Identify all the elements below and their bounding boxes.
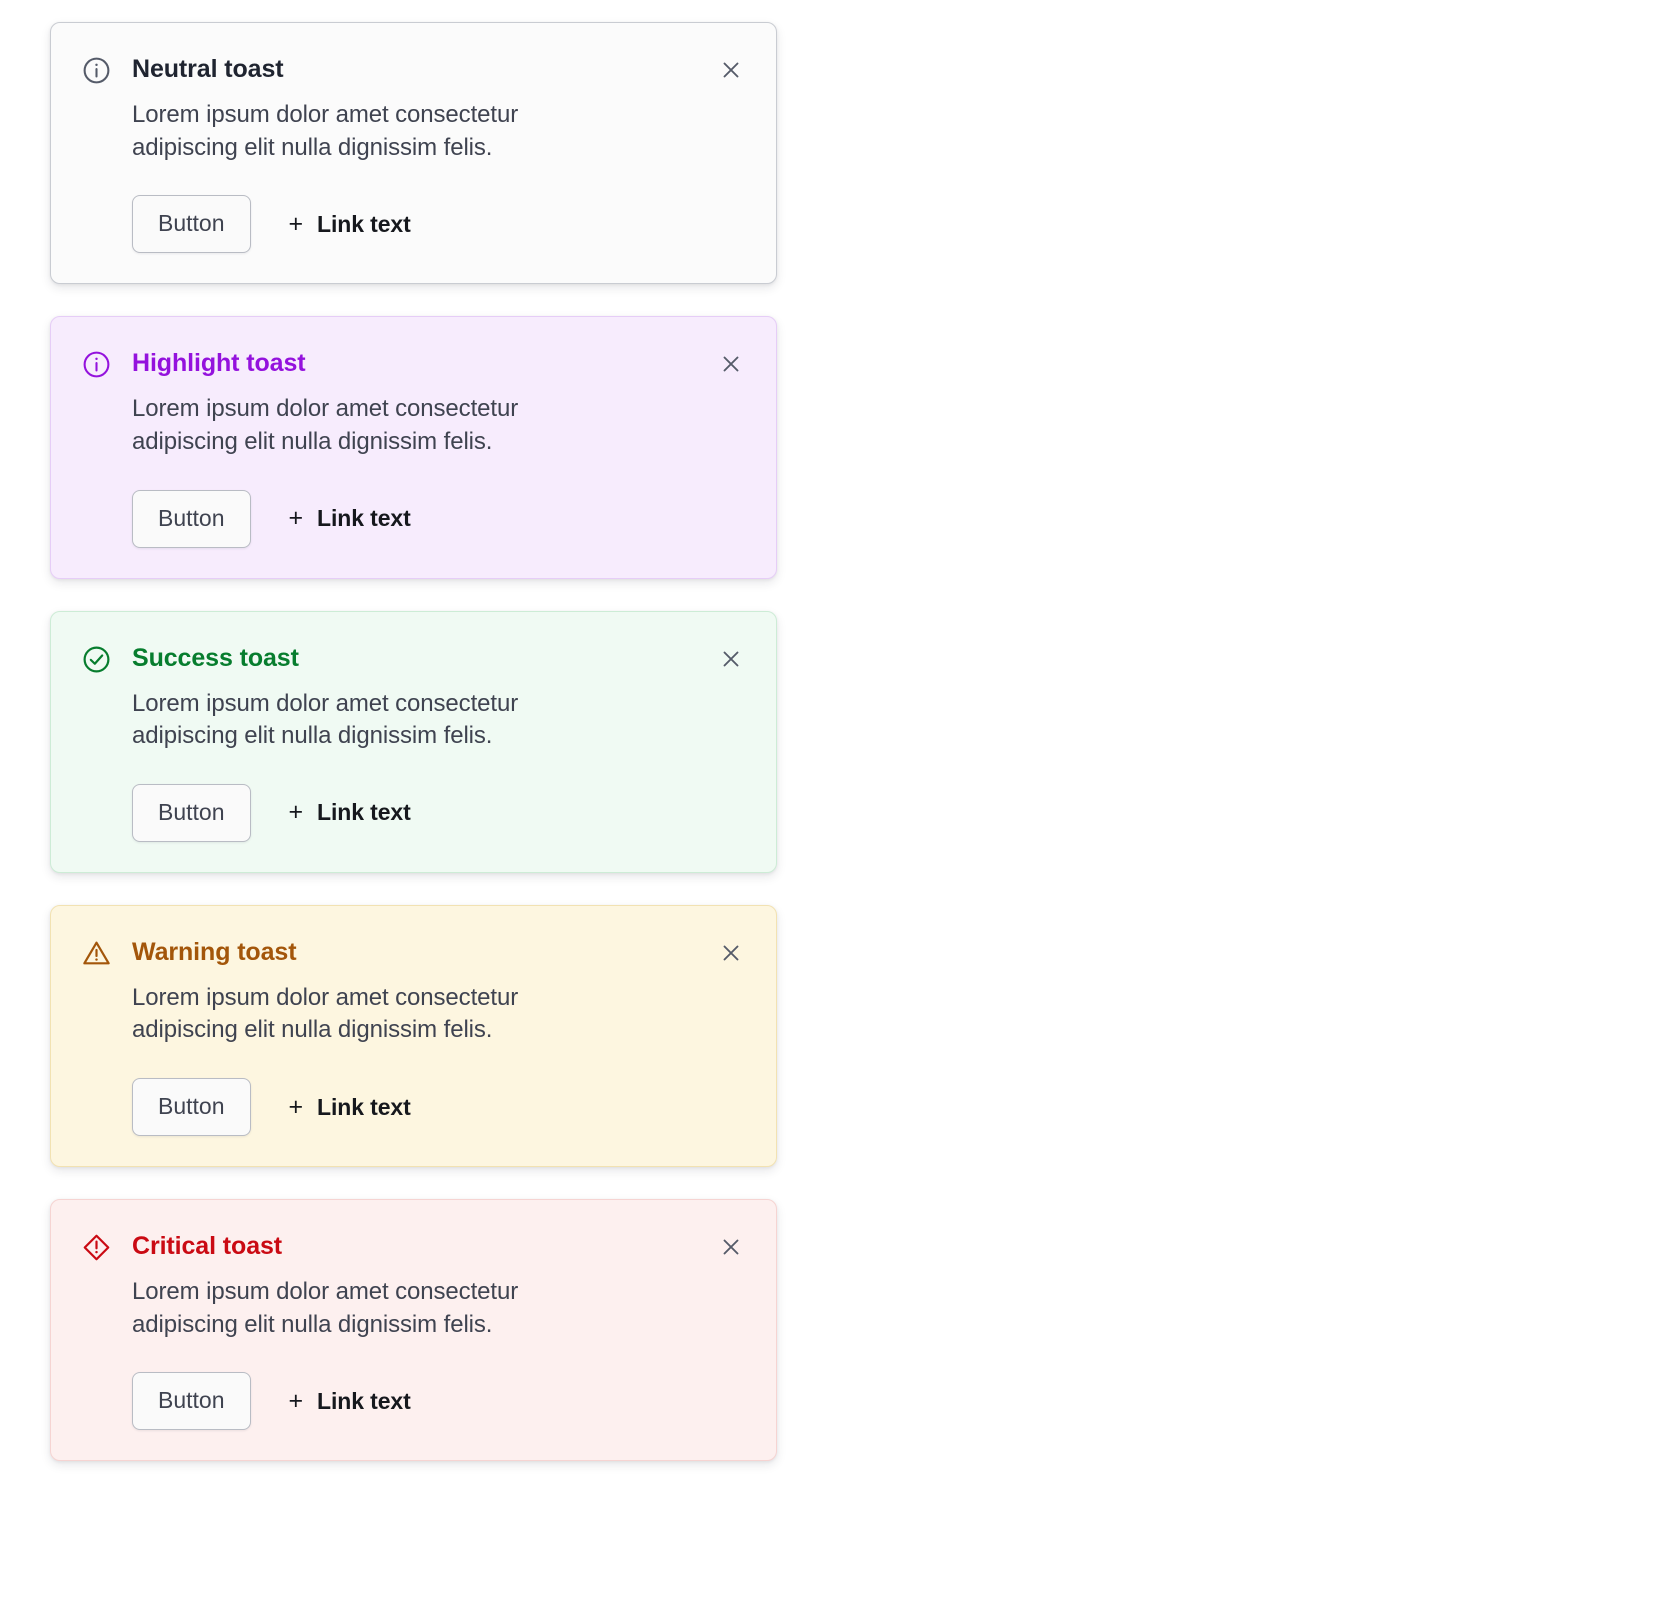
- plus-icon: +: [288, 798, 304, 827]
- toast-body: Lorem ipsum dolor amet consectetur adipi…: [132, 983, 519, 1044]
- close-button[interactable]: [714, 936, 748, 970]
- toast-body: Lorem ipsum dolor amet consectetur adipi…: [132, 1278, 519, 1338]
- toast-link[interactable]: + Link text: [289, 799, 411, 826]
- toast-link[interactable]: + Link text: [289, 211, 411, 238]
- warning-triangle-icon: [81, 938, 112, 969]
- toast-link[interactable]: + Link text: [289, 1094, 411, 1121]
- toast-actions: Button + Link text: [132, 783, 750, 842]
- close-button[interactable]: [714, 642, 748, 676]
- toast-link-label: Link text: [317, 1387, 411, 1414]
- critical-diamond-icon: [81, 1232, 112, 1263]
- toast-action-button[interactable]: Button: [132, 195, 251, 254]
- toast-body: Lorem ipsum dolor amet consectetur adipi…: [132, 395, 519, 455]
- plus-icon: +: [288, 1386, 304, 1415]
- toast-title: Neutral toast: [132, 55, 284, 83]
- info-circle-icon: [81, 349, 112, 380]
- toast-link-label: Link text: [317, 210, 411, 237]
- toast-title: Success toast: [132, 643, 299, 672]
- toast-body: Lorem ipsum dolor amet consectetur adipi…: [132, 101, 519, 161]
- close-button[interactable]: [714, 1230, 748, 1264]
- close-icon: [719, 1235, 743, 1259]
- toast-action-button[interactable]: Button: [132, 1078, 251, 1136]
- close-button[interactable]: [714, 347, 748, 381]
- toast-warning: Warning toast Lorem ipsum dolor amet con…: [50, 904, 777, 1167]
- toast-header: Warning toast: [81, 936, 750, 970]
- toast-critical: Critical toast Lorem ipsum dolor amet co…: [50, 1199, 777, 1462]
- toast-success: Success toast Lorem ipsum dolor amet con…: [50, 610, 777, 873]
- toast-header: Highlight toast: [81, 347, 750, 381]
- toast-action-button[interactable]: Button: [132, 783, 251, 842]
- close-icon: [719, 58, 743, 82]
- toast-action-button[interactable]: Button: [132, 1372, 251, 1431]
- toast-header: Success toast: [81, 642, 750, 676]
- toast-header: Neutral toast: [81, 53, 750, 87]
- toast-actions: Button + Link text: [132, 195, 750, 254]
- toast-link-label: Link text: [317, 799, 411, 826]
- toast-body: Lorem ipsum dolor amet consectetur adipi…: [132, 689, 519, 750]
- toast-title: Warning toast: [132, 937, 297, 966]
- info-circle-icon: [81, 55, 112, 86]
- close-icon: [719, 647, 743, 671]
- toast-highlight: Highlight toast Lorem ipsum dolor amet c…: [50, 316, 777, 579]
- toast-title: Critical toast: [132, 1232, 283, 1260]
- toast-actions: Button + Link text: [132, 489, 750, 548]
- plus-icon: +: [288, 504, 304, 532]
- toast-actions: Button + Link text: [132, 1372, 750, 1431]
- plus-icon: +: [288, 1092, 304, 1121]
- toast-actions: Button + Link text: [132, 1078, 750, 1136]
- toast-link-label: Link text: [317, 1093, 411, 1120]
- close-button[interactable]: [714, 53, 748, 87]
- toast-link[interactable]: + Link text: [289, 1388, 411, 1415]
- toast-header: Critical toast: [81, 1230, 750, 1264]
- toast-link-label: Link text: [317, 505, 411, 531]
- toast-action-button[interactable]: Button: [132, 489, 251, 548]
- close-icon: [719, 941, 743, 965]
- toast-title: Highlight toast: [132, 349, 306, 378]
- close-icon: [719, 352, 743, 376]
- toast-link[interactable]: + Link text: [289, 505, 411, 532]
- toast-stack: Neutral toast Lorem ipsum dolor amet con…: [0, 0, 780, 1462]
- check-circle-icon: [81, 644, 112, 675]
- toast-neutral: Neutral toast Lorem ipsum dolor amet con…: [50, 22, 777, 285]
- plus-icon: +: [288, 209, 304, 238]
